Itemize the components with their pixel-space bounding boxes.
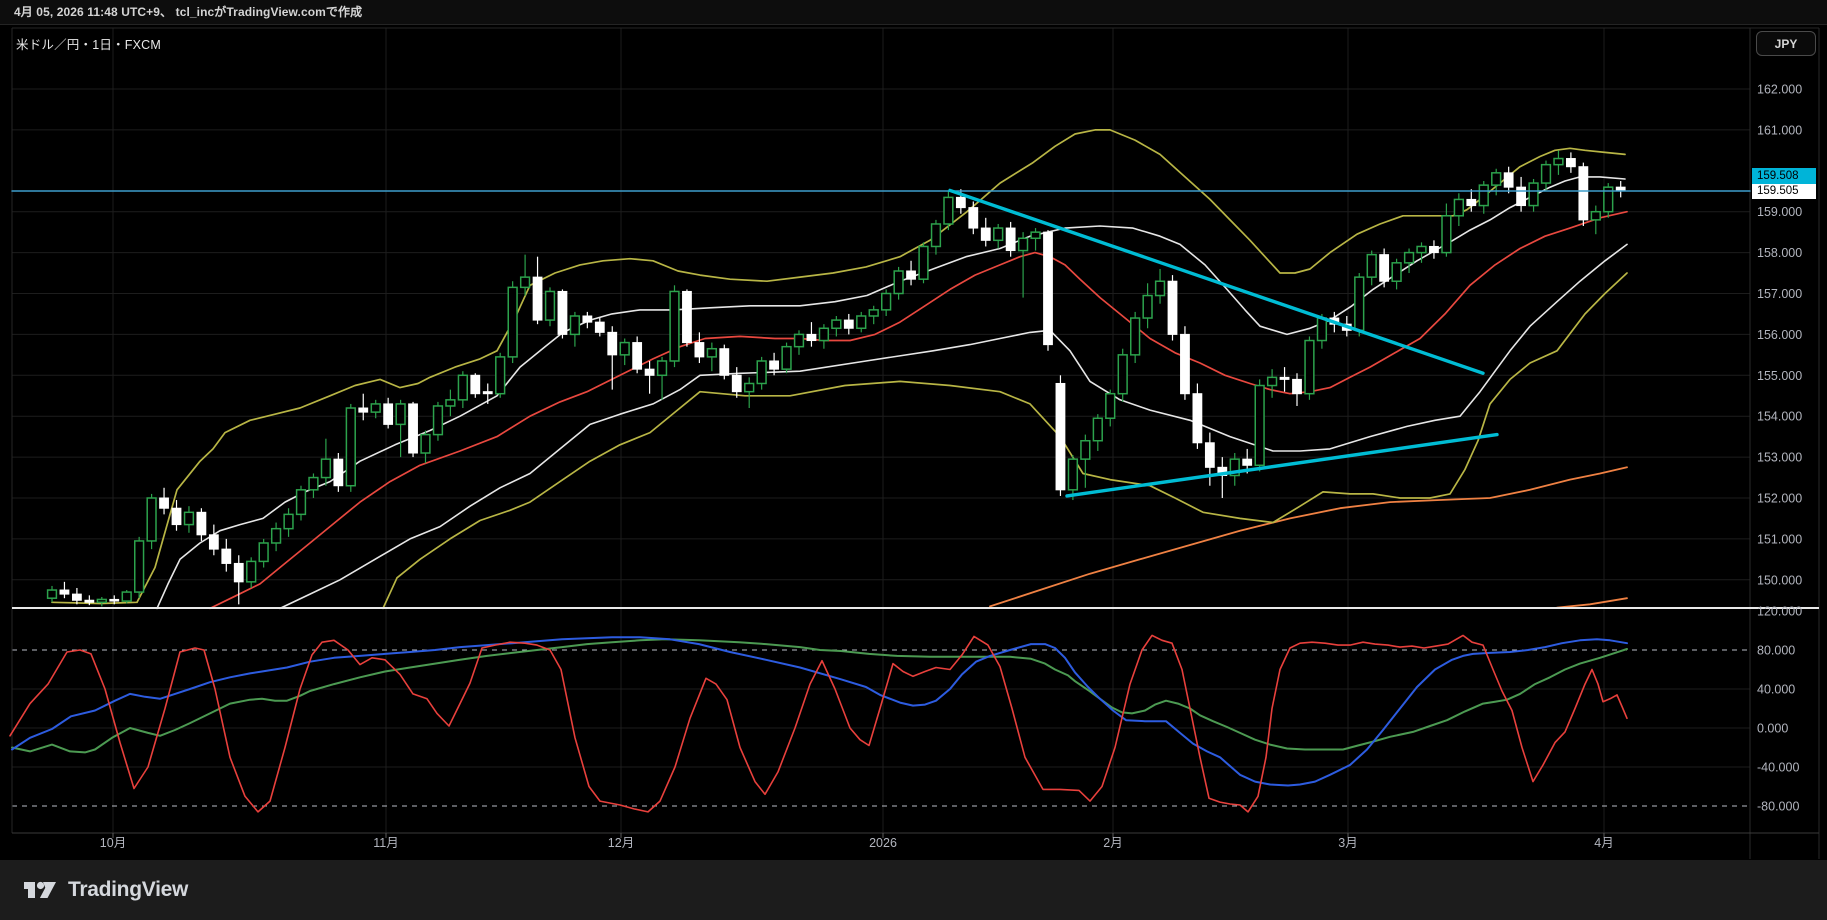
- oscillator-layer: [9, 634, 1628, 813]
- svg-text:156.000: 156.000: [1757, 328, 1802, 342]
- bb-basis-line: [209, 210, 1628, 610]
- svg-text:152.000: 152.000: [1757, 492, 1802, 506]
- currency-unit-button[interactable]: JPY: [1756, 31, 1816, 56]
- svg-text:-40.000: -40.000: [1757, 761, 1799, 775]
- svg-text:157.000: 157.000: [1757, 287, 1802, 301]
- symbol-legend[interactable]: 米ドル／円・1日・FXCM: [16, 38, 161, 52]
- svg-text:120.000: 120.000: [1757, 605, 1802, 619]
- axis-labels: 162.000 161.000 159.000 158.000 157.000 156.0…: [100, 83, 1802, 851]
- oscillator-green-line: [11, 638, 1628, 754]
- svg-text:161.000: 161.000: [1757, 123, 1802, 137]
- svg-text:162.000: 162.000: [1757, 83, 1802, 97]
- time-axis-label: 3月: [1338, 836, 1357, 850]
- svg-text:151.000: 151.000: [1757, 532, 1802, 546]
- panel-frame: [11, 27, 1820, 859]
- long-sma2-line: [1556, 597, 1628, 609]
- oscillator-red-line: [9, 634, 1628, 813]
- svg-text:159.000: 159.000: [1757, 205, 1802, 219]
- svg-text:155.000: 155.000: [1757, 369, 1802, 383]
- svg-text:154.000: 154.000: [1757, 410, 1802, 424]
- drawn-line-price-label: 159.505: [1752, 183, 1816, 199]
- svg-text:0.000: 0.000: [1757, 722, 1788, 736]
- svg-text:158.000: 158.000: [1757, 246, 1802, 260]
- bb-lower1-line: [279, 243, 1628, 610]
- descending-trendline: [948, 188, 1485, 375]
- chart-area[interactable]: 162.000 161.000 159.000 158.000 157.000 156.0…: [0, 25, 1827, 860]
- tradingview-logo-icon[interactable]: [22, 876, 58, 904]
- bb-upper1-line: [156, 176, 1626, 610]
- svg-text:153.000: 153.000: [1757, 451, 1802, 465]
- current-price-label: 159.508: [1752, 168, 1816, 184]
- ascending-trendline: [1065, 432, 1499, 498]
- footer-bar: TradingView: [0, 860, 1827, 920]
- chart-canvas[interactable]: 162.000 161.000 159.000 158.000 157.000 156.0…: [0, 25, 1827, 860]
- time-axis-label: 2月: [1103, 836, 1122, 850]
- tradingview-brand-text[interactable]: TradingView: [68, 878, 189, 901]
- time-axis-label: 2026: [869, 836, 897, 850]
- svg-text:40.000: 40.000: [1757, 683, 1795, 697]
- svg-text:150.000: 150.000: [1757, 573, 1802, 587]
- time-axis-label: 12月: [608, 836, 634, 850]
- time-axis-label: 10月: [100, 836, 126, 850]
- oscillator-blue-line: [11, 636, 1628, 787]
- svg-text:80.000: 80.000: [1757, 644, 1795, 658]
- bb-lower2-line: [382, 272, 1628, 610]
- time-axis-label: 4月: [1594, 836, 1613, 850]
- snapshot-header-bar: 4月 05, 2026 11:48 UTC+9、 tcl_incがTrading…: [0, 0, 1827, 25]
- bb-upper2-line: [51, 129, 1626, 605]
- candles-layer: [46, 150, 1626, 607]
- drawings-layer[interactable]: [11, 188, 1751, 498]
- grid-layer: [12, 28, 1750, 833]
- snapshot-timestamp: 4月 05, 2026 11:48 UTC+9、 tcl_incがTrading…: [14, 5, 363, 19]
- time-axis-label: 11月: [373, 836, 398, 850]
- long-sma-line: [989, 466, 1628, 608]
- svg-text:-80.000: -80.000: [1757, 800, 1799, 814]
